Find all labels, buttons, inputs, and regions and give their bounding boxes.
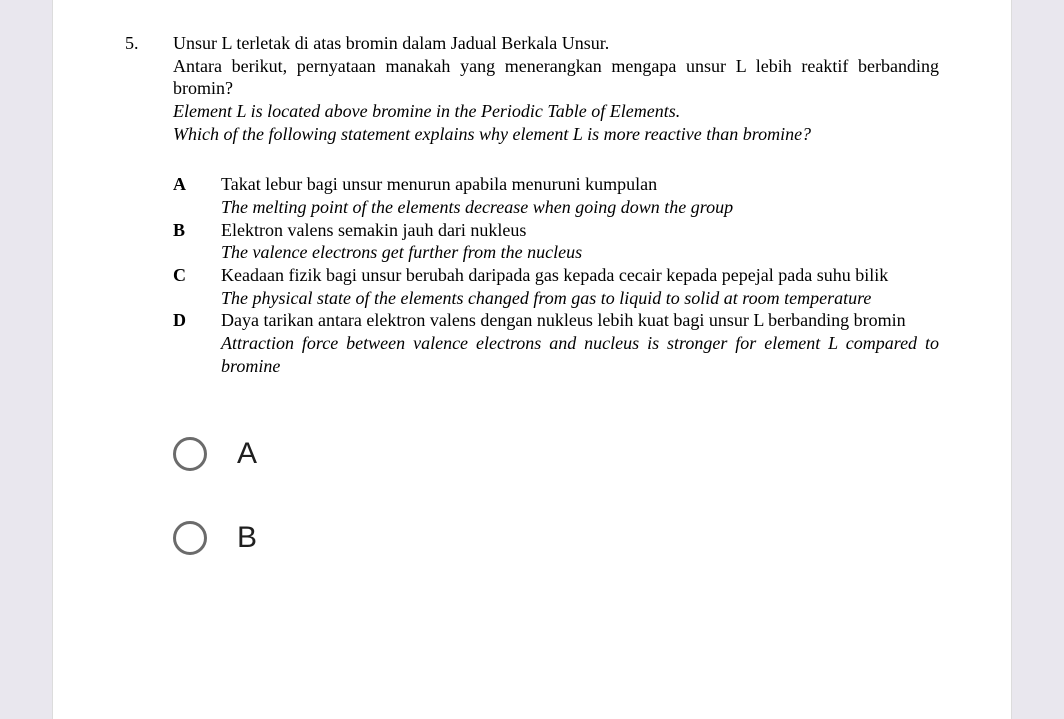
question-stem: Unsur L terletak di atas bromin dalam Ja… [173,32,939,145]
choice-d-letter: D [173,309,221,332]
choice-c-letter: C [173,264,221,287]
choice-b-body: Elektron valens semakin jauh dari nukleu… [221,219,939,264]
choice-a-en: The melting point of the elements decrea… [221,197,733,217]
choice-b-row: B Elektron valens semakin jauh dari nukl… [173,219,939,264]
choice-d-body: Daya tarikan antara elektron valens deng… [221,309,939,377]
page-card: 5. Unsur L terletak di atas bromin dalam… [52,0,1012,719]
question-block: 5. Unsur L terletak di atas bromin dalam… [125,32,939,377]
choice-c-row: C Keadaan fizik bagi unsur berubah darip… [173,264,939,309]
radio-label-b: B [237,521,257,555]
content-area: 5. Unsur L terletak di atas bromin dalam… [53,0,1011,555]
choice-a-row: A Takat lebur bagi unsur menurun apabila… [173,173,939,218]
stem-ms-line2: Antara berikut, pernyataan manakah yang … [173,56,939,99]
choice-a-body: Takat lebur bagi unsur menurun apabila m… [221,173,939,218]
choice-d-en: Attraction force between valence electro… [221,333,939,376]
radio-option-a[interactable]: A [173,437,939,471]
choice-a-letter: A [173,173,221,196]
choices-block: A Takat lebur bagi unsur menurun apabila… [125,173,939,377]
choice-c-ms: Keadaan fizik bagi unsur berubah daripad… [221,265,888,285]
choice-c-en: The physical state of the elements chang… [221,288,871,308]
choice-a-ms: Takat lebur bagi unsur menurun apabila m… [221,174,657,194]
radio-circle-icon [173,437,207,471]
choice-b-letter: B [173,219,221,242]
question-number: 5. [125,32,173,55]
choice-d-ms: Daya tarikan antara elektron valens deng… [221,310,906,330]
stem-en-line2: Which of the following statement explain… [173,124,811,144]
choice-c-body: Keadaan fizik bagi unsur berubah daripad… [221,264,939,309]
stem-ms-line1: Unsur L terletak di atas bromin dalam Ja… [173,33,609,53]
answer-options: A B [125,437,939,555]
radio-option-b[interactable]: B [173,521,939,555]
choice-d-row: D Daya tarikan antara elektron valens de… [173,309,939,377]
choice-b-ms: Elektron valens semakin jauh dari nukleu… [221,220,526,240]
radio-circle-icon [173,521,207,555]
choice-b-en: The valence electrons get further from t… [221,242,582,262]
stem-en-line1: Element L is located above bromine in th… [173,101,680,121]
radio-label-a: A [237,437,257,471]
question-row: 5. Unsur L terletak di atas bromin dalam… [125,32,939,145]
